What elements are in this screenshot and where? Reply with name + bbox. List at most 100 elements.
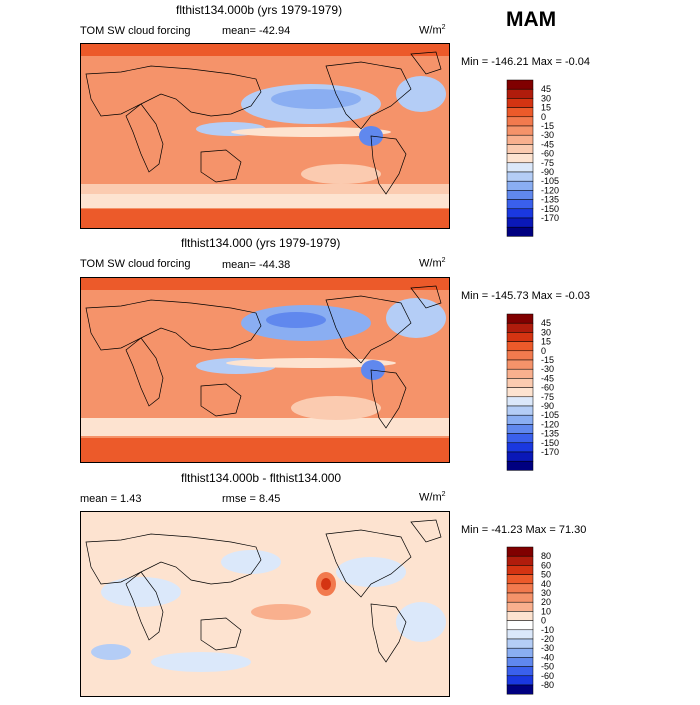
colorbar-swatch [506,629,534,640]
colorbar-tick-label: -60 [541,383,554,393]
colorbar-swatch [506,144,534,154]
panel1-field [81,44,449,228]
colorbar-swatch [506,107,534,118]
colorbar-swatch [506,341,534,352]
colorbar-swatch [506,405,534,416]
colorbar-swatch [506,368,534,379]
colorbar-tick-label: -80 [541,680,554,690]
colorbar-tick-label: -50 [541,662,554,672]
colorbar-tick-label: -30 [541,643,554,653]
colorbar-swatch [506,322,534,333]
panel2-title: flthist134.000 (yrs 1979-1979) [181,236,341,250]
colorbar-swatch [506,555,534,566]
colorbar-swatch [506,414,534,425]
colorbar-swatch [506,433,534,444]
colorbar-swatch [506,684,534,695]
colorbar-swatch [506,387,534,398]
colorbar-swatch [506,460,534,471]
colorbar-swatch [506,199,534,210]
colorbar-swatch [506,442,534,453]
colorbar-swatch [506,583,534,594]
colorbar-tick-label: -45 [541,139,554,149]
colorbar-tick-label: -40 [541,652,554,662]
colorbar-tick-label: -10 [541,625,554,635]
colorbar-swatch [506,574,534,585]
panel2-mean: mean= -44.38 [222,259,291,271]
colorbar-swatch [506,153,534,164]
colorbar-swatch [506,350,534,361]
colorbar-tick-label: -90 [541,401,554,411]
colorbar-tick-label: 45 [541,84,551,94]
colorbar-swatch [506,638,534,649]
panel2-units: W/m2 [419,257,446,270]
panel3-title: flthist134.000b - flthist134.000 [181,471,342,485]
colorbar-tick-label: -60 [541,149,554,159]
colorbar-tick-label: -120 [541,185,559,195]
panel1-units: W/m2 [419,24,446,37]
colorbar-tick-label: -170 [541,447,559,457]
colorbar-swatch [506,565,534,575]
colorbar-swatch [506,190,534,200]
colorbar-tick-label: 0 [541,112,546,122]
colorbar-swatch [506,666,534,677]
colorbar-swatch [506,134,534,145]
colorbar-swatch [506,611,534,621]
colorbar-tick-label: 80 [541,551,551,561]
colorbar-tick-label: -135 [541,195,559,205]
colorbar-swatch [506,171,534,182]
colorbar-swatch [506,620,534,631]
panel1-mean: mean= -42.94 [222,25,291,37]
colorbar-swatch [506,79,534,90]
colorbar-tick-label: 15 [541,337,551,347]
panel2-variable: TOM SW cloud forcing [80,258,191,270]
colorbar-swatch [506,601,534,612]
colorbar-tick-label: 0 [541,616,546,626]
panel2-minmax: Min = -145.73 Max = -0.03 [461,290,591,302]
colorbar-tick-label: -75 [541,158,554,168]
colorbar-tick-label: 40 [541,579,551,589]
colorbar-tick-label: -15 [541,121,554,131]
colorbar-tick-label: -90 [541,167,554,177]
colorbar-tick-label: -120 [541,419,559,429]
panel3-field [81,512,449,696]
colorbar-tick-label: 15 [541,103,551,113]
colorbar-swatch [506,378,534,388]
colorbar-tick-label: -105 [541,410,559,420]
colorbar-tick-label: 30 [541,93,551,103]
colorbar-swatch [506,647,534,658]
colorbar-swatch [506,98,534,108]
colorbar-tick-label: 30 [541,588,551,598]
colorbar-swatch [506,675,534,686]
panel1-variable: TOM SW cloud forcing [80,25,191,37]
season-label: MAM [506,8,557,31]
panel1-map [80,43,450,229]
colorbar-tick-label: -150 [541,204,559,214]
panel2-colorbar: 4530150-15-30-45-60-75-90-105-120-135-15… [506,313,559,471]
colorbar-tick-label: 50 [541,570,551,580]
panel3-rmse: rmse = 8.45 [222,493,281,505]
colorbar-swatch [506,180,534,191]
colorbar-tick-label: 0 [541,346,546,356]
colorbar-tick-label: -135 [541,429,559,439]
colorbar-tick-label: -30 [541,364,554,374]
colorbar-swatch [506,451,534,462]
colorbar-swatch [506,88,534,99]
colorbar-swatch [506,226,534,237]
colorbar-tick-label: 10 [541,606,551,616]
colorbar-swatch [506,116,534,127]
colorbar-swatch [506,162,534,173]
panel1-title: flthist134.000b (yrs 1979-1979) [176,3,343,17]
colorbar-swatch [506,546,534,557]
colorbar-tick-label: -75 [541,392,554,402]
colorbar-swatch [506,125,534,136]
colorbar-tick-label: -150 [541,438,559,448]
panel2-field [81,278,449,462]
colorbar-swatch [506,313,534,324]
panel3-minmax: Min = -41.23 Max = 71.30 [461,524,587,536]
colorbar-swatch [506,424,534,434]
colorbar-tick-label: -60 [541,671,554,681]
colorbar-tick-label: -20 [541,634,554,644]
panel3-units: W/m2 [419,491,446,504]
colorbar-tick-label: 60 [541,560,551,570]
colorbar-tick-label: 20 [541,597,551,607]
